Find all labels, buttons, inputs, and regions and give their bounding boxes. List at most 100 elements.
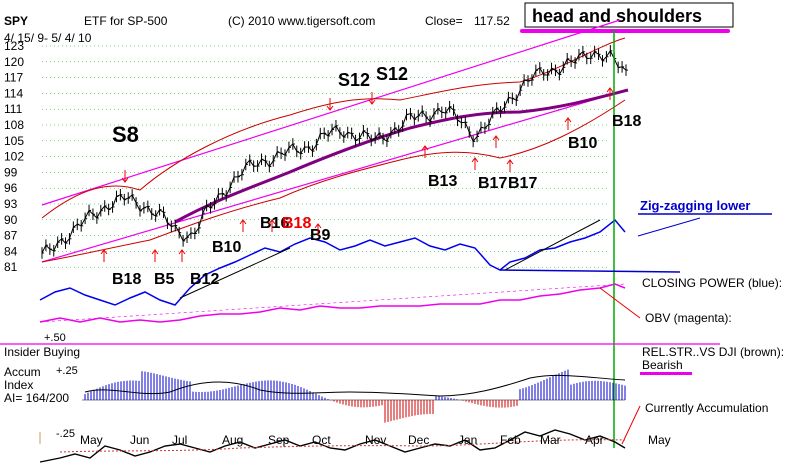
closing-power-pointer <box>499 269 681 273</box>
signal-arrows <box>100 87 614 262</box>
accumulation-annotation: Currently Accumulation <box>645 401 768 415</box>
x-axis: May Jun Jul Aug Sep Oct Nov Dec Jan Feb Mar Apr May <box>80 433 671 447</box>
closing-power-line <box>39 218 626 306</box>
signal-label: B10 <box>212 239 241 256</box>
zigzag-annotation: Zig-zagging lower <box>640 198 751 213</box>
x-tick-label: Sep <box>268 433 290 447</box>
accum-tick-top: +.25 <box>56 365 78 377</box>
signal-arrow <box>492 135 500 148</box>
closing-power-annotation: CLOSING POWER (blue): <box>642 276 782 290</box>
y-tick-label: 84 <box>4 244 18 258</box>
x-tick-label: Nov <box>365 433 386 447</box>
y-tick-label: 102 <box>4 150 24 164</box>
x-tick-label: Feb <box>500 433 521 447</box>
x-tick-label: Oct <box>312 433 331 447</box>
accum-histogram <box>84 369 626 423</box>
y-tick-label: 120 <box>4 55 24 69</box>
y-tick-label: 114 <box>4 86 23 100</box>
signal-label: B18 <box>612 113 641 130</box>
obv-line <box>39 283 626 323</box>
chart-title: ETF for SP-500 <box>84 14 168 28</box>
signal-arrow <box>506 159 514 172</box>
y-tick-label: 117 <box>4 71 23 85</box>
relstr-line <box>39 429 626 463</box>
close-value: 117.52 <box>474 14 510 28</box>
bearish-annotation: Bearish <box>642 358 683 372</box>
signal-arrow <box>564 117 572 130</box>
signal-label: B5 <box>154 271 175 288</box>
channel-upper-line <box>41 19 621 206</box>
y-tick-label: 81 <box>4 260 18 274</box>
signal-label: B17 <box>478 175 507 192</box>
x-tick-label: Jan <box>458 433 477 447</box>
signal-arrow <box>421 145 429 158</box>
signal-label: B12 <box>190 271 219 288</box>
signal-label: B18 <box>112 271 141 288</box>
moving-average <box>174 88 629 224</box>
y-tick-label: 96 <box>4 181 18 195</box>
signal-arrow <box>606 87 614 100</box>
signal-label: S12 <box>376 64 408 84</box>
signal-arrow <box>368 92 376 105</box>
headline-underline <box>520 29 730 33</box>
zigzag-pointer <box>637 217 701 237</box>
insider-tick: +.50 <box>44 332 66 344</box>
y-tick-label: 123 <box>4 39 24 53</box>
x-tick-label: Apr <box>585 433 604 447</box>
signal-arrow <box>326 98 334 111</box>
signal-arrow <box>178 249 186 262</box>
signal-arrow <box>100 249 108 262</box>
y-tick-label: 108 <box>4 118 24 132</box>
signal-label: B17 <box>508 175 537 192</box>
x-tick-label: Jul <box>172 433 187 447</box>
price-line <box>41 49 627 254</box>
obv-annotation: OBV (magenta): <box>645 311 732 325</box>
accum-ma <box>84 374 626 397</box>
cp-trendline-2 <box>179 247 291 299</box>
y-tick-label: 111 <box>4 102 23 116</box>
ai-label: AI= 164/200 <box>4 391 69 405</box>
y-tick-label: 105 <box>4 134 24 148</box>
relstr-ma <box>59 439 626 453</box>
signal-label: B18 <box>282 215 311 232</box>
x-tick-label: May <box>648 433 671 447</box>
signal-arrow <box>314 223 322 236</box>
obv-trend <box>39 283 626 323</box>
signal-arrow <box>471 157 479 170</box>
headline-box <box>524 2 734 28</box>
channel-lower-line <box>41 91 621 263</box>
y-tick-label: 93 <box>4 197 18 211</box>
signal-arrow <box>268 219 276 232</box>
relstr-annotation: REL.STR..VS DJI (brown): <box>642 345 784 359</box>
signal-label: B9 <box>310 227 331 244</box>
headline-text: head and shoulders <box>532 6 702 26</box>
cp-trendline <box>504 219 601 271</box>
bearish-underline <box>640 372 692 375</box>
accumulation-pointer <box>621 405 641 445</box>
copyright-text: (C) 2010 www.tigersoft.com <box>228 14 375 28</box>
bollinger-lower <box>41 99 626 263</box>
date-range: 4/ 15/ 9- 5/ 4/ 10 <box>4 31 92 45</box>
insider-label: Insider Buying <box>4 345 80 359</box>
signal-label: B13 <box>428 173 457 190</box>
index-label: Index <box>4 378 33 392</box>
accum-label: Accum <box>4 365 41 379</box>
close-label: Close= <box>425 14 463 28</box>
x-tick-label: Mar <box>540 433 561 447</box>
y-tick-label: 99 <box>4 165 18 179</box>
y-tick-label: 90 <box>4 213 18 227</box>
signal-arrow <box>239 219 247 232</box>
ticker-label: SPY <box>4 14 28 28</box>
accum-tick-bottom: -.25 <box>56 428 75 440</box>
price-channel <box>41 19 621 263</box>
x-tick-label: Dec <box>408 433 429 447</box>
x-tick-label: Jun <box>130 433 149 447</box>
signal-label: B10 <box>568 135 597 152</box>
obv-pointer <box>599 287 641 319</box>
x-tick-label: Aug <box>222 433 243 447</box>
y-tick-label: 87 <box>4 229 18 243</box>
signal-label: S8 <box>112 122 139 147</box>
